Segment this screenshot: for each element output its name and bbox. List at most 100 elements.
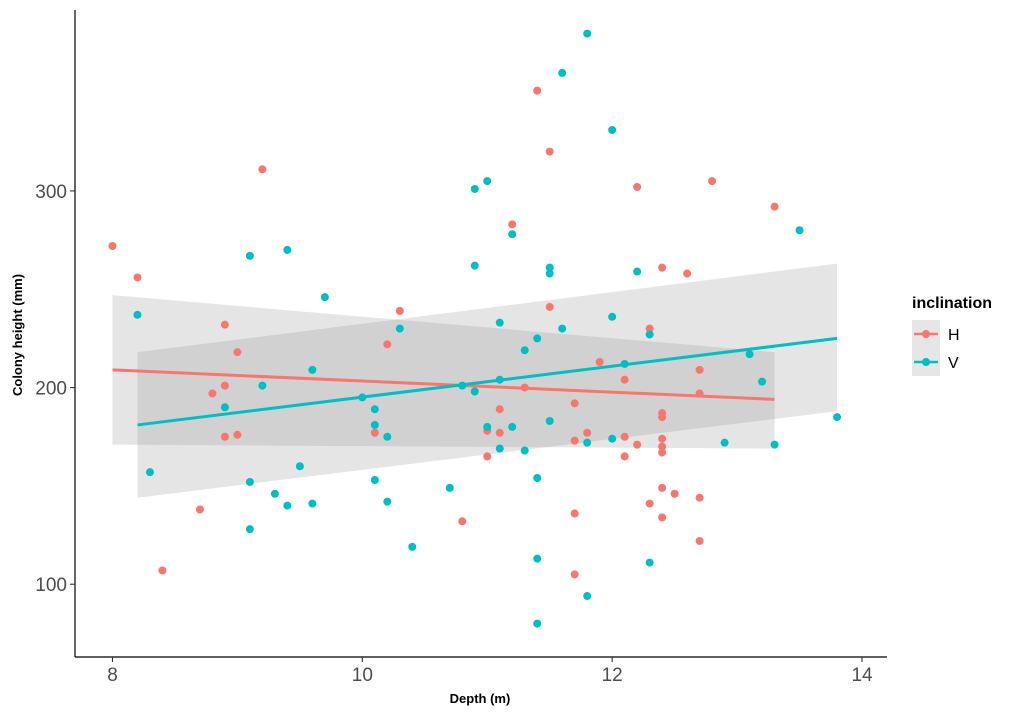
data-point-v [483, 422, 492, 431]
data-point-h [495, 405, 504, 414]
regression-line-v [137, 336, 838, 427]
data-point-h [220, 381, 229, 390]
data-point-h [520, 383, 529, 392]
legend: inclination H V [912, 295, 992, 376]
data-point-v [308, 499, 317, 508]
data-point-v [795, 226, 804, 235]
y-tick-label: 200 [35, 379, 67, 400]
data-point-h [158, 566, 167, 575]
data-point-v [545, 417, 554, 426]
data-points [108, 29, 842, 628]
data-point-v [220, 403, 229, 412]
data-point-h [483, 452, 492, 461]
data-point-v [770, 440, 779, 449]
data-point-h [258, 165, 267, 174]
data-point-v [495, 375, 504, 384]
data-point-v [283, 501, 292, 510]
data-point-v [533, 334, 542, 343]
data-point-v [533, 619, 542, 628]
data-point-v [720, 438, 729, 447]
data-point-h [370, 428, 379, 437]
data-point-v [383, 432, 392, 441]
data-point-h [383, 340, 392, 349]
data-point-v [533, 474, 542, 483]
data-point-h [770, 202, 779, 211]
data-point-v [470, 261, 479, 270]
data-point-h [195, 505, 204, 514]
data-point-v [470, 184, 479, 193]
data-point-h [595, 358, 604, 367]
data-point-h [670, 489, 679, 498]
data-point-h [658, 513, 667, 522]
data-point-v [520, 446, 529, 455]
data-point-h [583, 428, 592, 437]
data-point-v [408, 542, 417, 551]
data-point-v [370, 476, 379, 485]
data-point-h [570, 509, 579, 518]
data-point-v [245, 251, 254, 260]
data-point-v [620, 359, 629, 368]
data-point-h [208, 389, 217, 398]
legend-key-v-point [922, 358, 930, 366]
data-point-h [683, 269, 692, 278]
data-point-h [695, 493, 704, 502]
data-point-v [558, 324, 567, 333]
data-point-v [283, 245, 292, 254]
data-point-h [658, 413, 667, 422]
data-point-v [470, 387, 479, 396]
data-point-v [608, 434, 617, 443]
data-point-v [458, 381, 467, 390]
data-point-h [658, 442, 667, 451]
x-tick-label: 14 [851, 665, 873, 686]
data-point-v [258, 381, 267, 390]
data-point-h [233, 430, 242, 439]
data-point-v [495, 318, 504, 327]
data-point-h [233, 348, 242, 357]
data-point-h [395, 306, 404, 315]
data-point-h [633, 440, 642, 449]
data-point-h [620, 432, 629, 441]
data-point-v [483, 177, 492, 186]
y-tick-label: 100 [35, 575, 67, 596]
data-point-h [220, 432, 229, 441]
data-point-h [458, 517, 467, 526]
data-point-h [570, 570, 579, 579]
data-point-v [245, 477, 254, 486]
data-point-h [533, 86, 542, 95]
regression-line-h [112, 368, 775, 401]
data-point-v [370, 405, 379, 414]
data-point-v [495, 444, 504, 453]
data-point-v [833, 413, 842, 422]
legend-label-v: V [948, 355, 959, 372]
data-point-h [708, 177, 717, 186]
data-point-v [270, 489, 279, 498]
data-point-h [695, 365, 704, 374]
data-point-v [583, 592, 592, 601]
legend-title: inclination [912, 295, 992, 312]
data-point-v [320, 293, 329, 302]
data-point-v [383, 497, 392, 506]
data-point-h [545, 147, 554, 156]
axis-ticks: 8 10 12 14 100 200 300 [35, 182, 873, 686]
data-point-v [508, 422, 517, 431]
y-axis-title: Colony height (mm) [10, 274, 25, 396]
data-point-h [220, 320, 229, 329]
data-point-v [445, 483, 454, 492]
x-axis-title: Depth (m) [450, 691, 511, 706]
data-point-v [308, 365, 317, 374]
y-tick-label: 300 [35, 182, 67, 203]
data-point-h [695, 389, 704, 398]
data-point-h [645, 499, 654, 508]
data-point-h [508, 220, 517, 229]
legend-key-h-point [922, 330, 930, 338]
data-point-v [745, 350, 754, 359]
data-point-h [133, 273, 142, 282]
data-point-v [133, 310, 142, 319]
data-point-v [358, 393, 367, 402]
data-point-h [633, 182, 642, 191]
data-point-h [695, 536, 704, 545]
data-point-h [108, 241, 117, 250]
regression-lines [112, 336, 838, 427]
data-point-v [533, 554, 542, 563]
